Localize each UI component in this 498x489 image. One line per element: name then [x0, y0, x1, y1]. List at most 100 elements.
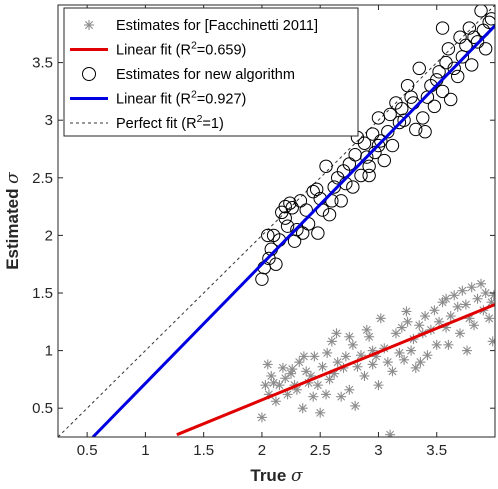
legend-box — [63, 7, 359, 137]
data-point-asterisk — [364, 331, 375, 342]
data-point-asterisk — [367, 359, 378, 370]
data-point-asterisk — [359, 370, 370, 381]
data-point-asterisk — [431, 339, 442, 350]
data-point-asterisk — [280, 373, 291, 384]
data-point-asterisk — [309, 351, 320, 362]
data-point-circle — [412, 61, 426, 76]
data-point-circle — [374, 134, 388, 148]
x-tick-label: 0.5 — [77, 442, 98, 459]
data-point-asterisk — [472, 293, 483, 304]
data-point-circle — [484, 12, 495, 26]
data-point-circle — [360, 150, 374, 164]
data-point-asterisk — [410, 362, 421, 373]
axes-box — [57, 4, 496, 438]
data-point-asterisk — [445, 311, 456, 322]
data-point-asterisk — [270, 396, 281, 407]
data-point-circle — [435, 21, 450, 35]
data-point-circle — [467, 30, 481, 44]
data-point-asterisk — [326, 336, 337, 347]
legend-label: Linear fit (R2=0.927) — [116, 89, 246, 108]
legend: Estimates for [Facchinetti 2011] Linear f… — [63, 7, 359, 137]
data-point-asterisk — [373, 380, 384, 391]
data-point-circle — [368, 145, 382, 160]
data-point-circle — [371, 111, 386, 125]
data-point-circle — [311, 226, 325, 240]
data-point-circle — [444, 92, 458, 107]
data-point-asterisk — [287, 364, 298, 375]
data-point-asterisk — [298, 351, 309, 362]
data-point-asterisk — [414, 320, 425, 331]
data-point-asterisk — [256, 412, 267, 423]
data-point-asterisk — [340, 351, 351, 362]
data-point-circle — [362, 159, 376, 173]
data-point-circle — [435, 84, 450, 99]
legend-item: Estimates for new algorithm — [82, 67, 295, 83]
y-tick-label: 1.5 — [32, 285, 53, 302]
data-point-asterisk — [394, 347, 405, 358]
legend-item: Linear fit (R2=0.659) — [70, 40, 246, 59]
data-point-circle — [306, 184, 320, 199]
data-point-asterisk — [336, 391, 347, 402]
legend-item: Estimates for [Facchinetti 2011] — [84, 18, 318, 34]
y-axis-label: Estimated σ — [3, 172, 23, 270]
y-tick-label: 0.5 — [32, 400, 53, 417]
data-point-asterisk — [382, 357, 393, 368]
data-point-circle — [482, 15, 495, 29]
data-point-asterisk — [429, 305, 440, 316]
data-point-asterisk — [317, 361, 328, 372]
data-point-circle — [310, 182, 324, 197]
y-tick-label: 1 — [45, 343, 53, 360]
data-point-circle — [362, 168, 376, 183]
legend-item: Linear fit (R2=0.927) — [70, 89, 246, 108]
y-tick-label: 2.5 — [32, 170, 53, 187]
axis-labels: True σ Estimated σ — [3, 172, 303, 486]
data-point-asterisk — [315, 407, 326, 418]
data-point-circle — [464, 58, 479, 72]
data-point-asterisk — [308, 391, 319, 402]
data-point-asterisk — [415, 357, 426, 368]
x-tick-label: 2.5 — [310, 442, 331, 459]
legend-label: Linear fit (R2=0.659) — [116, 40, 246, 59]
data-point-asterisk — [488, 290, 495, 301]
data-point-asterisk — [466, 282, 477, 293]
y-tick-label: 3.5 — [32, 55, 53, 72]
data-point-asterisk — [331, 328, 342, 339]
data-point-circle — [365, 127, 380, 141]
data-point-asterisk — [399, 354, 410, 365]
x-tick-label: 3 — [374, 442, 382, 459]
data-point-asterisk — [387, 366, 398, 377]
data-point-asterisk — [441, 293, 452, 304]
data-point-circle — [278, 211, 292, 225]
data-point-circle — [397, 113, 411, 127]
data-point-circle — [451, 69, 465, 84]
data-point-asterisk — [443, 339, 454, 350]
x-axis-label: True σ — [250, 466, 303, 486]
legend-label: Estimates for new algorithm — [116, 67, 295, 83]
data-point-asterisk — [480, 288, 491, 298]
data-point-asterisk — [462, 345, 473, 356]
legend-item: Perfect fit (R2=1) — [70, 113, 224, 132]
x-tick-label: 1 — [141, 442, 149, 459]
x-tick-label: 3.5 — [426, 442, 447, 459]
data-point-asterisk — [401, 306, 412, 317]
x-tick-label: 1.5 — [193, 442, 214, 459]
data-point-circle — [280, 219, 295, 233]
data-point-asterisk — [312, 380, 323, 391]
data-point-asterisk — [294, 357, 305, 368]
data-point-circle — [462, 21, 477, 35]
data-point-circle — [432, 65, 446, 79]
data-point-circle — [357, 136, 372, 150]
data-point-circle — [322, 207, 337, 222]
data-point-circle — [261, 228, 275, 243]
data-point-asterisk — [274, 380, 285, 391]
data-point-circle — [285, 201, 299, 215]
axes-layer: 0.5 1 1.5 2 2.5 3 3.5 0.5 1 1.5 2 2.5 3 3.5 — [32, 4, 496, 459]
data-point-asterisk — [484, 313, 495, 324]
x-tick-label: 2 — [258, 442, 266, 459]
data-point-asterisk — [402, 316, 413, 327]
data-point-asterisk — [321, 389, 332, 400]
data-point-circle — [269, 257, 283, 271]
data-point-circle — [385, 138, 400, 153]
linear-fit-line — [91, 24, 495, 437]
